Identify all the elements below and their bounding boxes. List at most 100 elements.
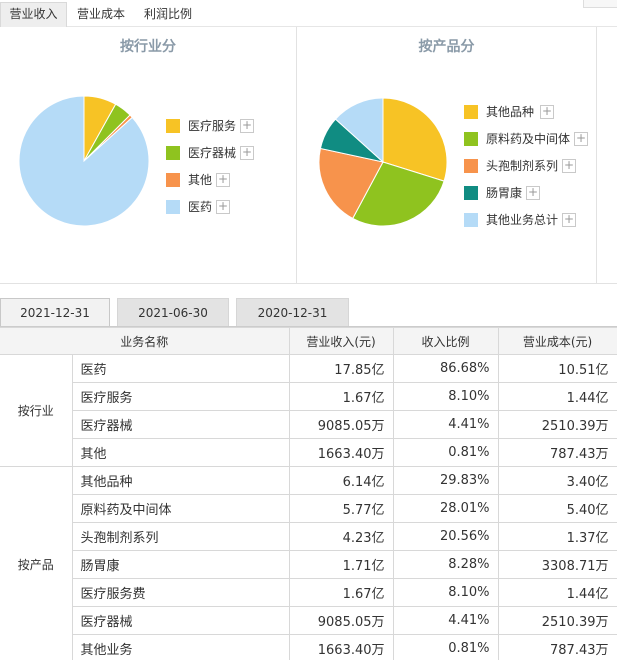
product-pie-chart — [318, 97, 448, 227]
group-label: 按产品 — [0, 466, 73, 660]
legend-item[interactable]: 其他品种 + — [464, 104, 604, 120]
legend-swatch — [464, 213, 478, 227]
legend-item[interactable]: 原料药及中间体 + — [464, 131, 604, 147]
expand-plus-icon[interactable]: + — [240, 118, 254, 133]
cell-business-name: 医疗器械 — [72, 410, 290, 439]
table-row: 按产品 其他品种 6.14亿 29.83% 3.40亿 — [0, 466, 617, 660]
header-business-name: 业务名称 — [0, 327, 290, 355]
table-row: 医疗服务 1.67亿 8.10% 1.44亿 — [0, 382, 617, 411]
business-composition-table: 业务名称 营业收入(元) 收入比例 营业成本(元) 按行业 医药 17.85亿 86.… — [0, 327, 617, 660]
cell-ratio: 8.10% — [392, 578, 499, 607]
cell-cost: 3.40亿 — [497, 466, 617, 495]
cell-business-name: 其他业务 — [72, 634, 290, 660]
expand-plus-icon[interactable]: + — [574, 131, 588, 146]
cell-ratio: 4.41% — [392, 606, 499, 635]
cell-business-name: 医疗服务 — [72, 382, 290, 411]
pie-slice[interactable] — [18, 95, 150, 227]
table-row: 头孢制剂系列 4.23亿 20.56% 1.37亿 — [0, 522, 617, 551]
cell-cost: 1.44亿 — [497, 382, 617, 411]
cell-revenue: 9085.05万 — [288, 410, 394, 439]
cell-cost: 787.43万 — [497, 438, 617, 467]
table-row: 按行业 医药 17.85亿 86.68% 10.51亿 — [0, 354, 617, 467]
cell-business-name: 医疗服务费 — [72, 578, 290, 607]
tab-revenue[interactable]: 营业收入 — [0, 2, 67, 27]
cell-ratio: 29.83% — [392, 466, 499, 495]
table-row: 医疗服务费 1.67亿 8.10% 1.44亿 — [0, 578, 617, 607]
pie-slice[interactable] — [382, 97, 448, 182]
legend-label: 头孢制剂系列 — [486, 159, 559, 173]
industry-chart-panel: 按行业分 医疗服务 + 医疗器械 + 其他 + 医药 + — [0, 27, 297, 283]
cell-revenue: 4.23亿 — [288, 522, 394, 551]
pie-slice[interactable] — [334, 97, 384, 164]
cell-revenue: 1663.40万 — [288, 634, 394, 660]
pie-slice[interactable] — [352, 161, 445, 227]
expand-plus-icon[interactable]: + — [562, 212, 576, 227]
legend-swatch — [464, 159, 478, 173]
date-tab-2021-06-30[interactable]: 2021-06-30 — [117, 298, 229, 326]
expand-plus-icon[interactable]: + — [540, 104, 554, 119]
industry-legend: 医疗服务 + 医疗器械 + 其他 + 医药 + — [166, 118, 286, 238]
cell-business-name: 原料药及中间体 — [72, 494, 290, 523]
date-tab-2021-12-31[interactable]: 2021-12-31 — [0, 298, 110, 326]
cell-cost: 3308.71万 — [497, 550, 617, 579]
tab-profit-ratio[interactable]: 利润比例 — [143, 7, 192, 21]
cell-ratio: 28.01% — [392, 494, 499, 523]
cell-business-name: 医疗器械 — [72, 606, 290, 635]
header-cost: 营业成本(元) — [497, 327, 617, 355]
header-revenue-ratio: 收入比例 — [392, 327, 499, 355]
cell-business-name: 头孢制剂系列 — [72, 522, 290, 551]
expand-plus-icon[interactable]: + — [240, 145, 254, 160]
cell-ratio: 20.56% — [392, 522, 499, 551]
expand-plus-icon[interactable]: + — [216, 172, 230, 187]
legend-label: 其他 — [188, 173, 213, 187]
cell-cost: 5.40亿 — [497, 494, 617, 523]
legend-item[interactable]: 肠胃康 + — [464, 185, 604, 201]
legend-swatch — [166, 200, 180, 214]
report-tabs: 营业收入 营业成本 利润比例 — [0, 0, 617, 27]
cell-business-name: 医药 — [71, 354, 290, 383]
cell-cost: 2510.39万 — [497, 606, 617, 635]
date-tab-2020-12-31[interactable]: 2020-12-31 — [236, 298, 349, 326]
table-row: 肠胃康 1.71亿 8.28% 3308.71万 — [0, 550, 617, 579]
cell-ratio: 4.41% — [392, 410, 499, 439]
cell-cost: 1.44亿 — [497, 578, 617, 607]
corner-decoration — [583, 0, 617, 8]
table-row: 原料药及中间体 5.77亿 28.01% 5.40亿 — [0, 494, 617, 523]
table-row: 其他 1663.40万 0.81% 787.43万 — [0, 438, 617, 467]
group-label: 按行业 — [0, 354, 73, 467]
cell-ratio: 8.28% — [392, 550, 499, 579]
legend-item[interactable]: 其他业务总计 + — [464, 212, 604, 228]
cell-cost: 1.37亿 — [497, 522, 617, 551]
industry-pie-chart — [18, 95, 150, 227]
expand-plus-icon[interactable]: + — [562, 158, 576, 173]
pie-slice[interactable] — [318, 147, 384, 220]
legend-label: 肠胃康 — [486, 186, 523, 200]
table-row: 医疗器械 9085.05万 4.41% 2510.39万 — [0, 410, 617, 439]
legend-item[interactable]: 医疗服务 + — [166, 118, 306, 134]
tab-cost[interactable]: 营业成本 — [76, 7, 125, 21]
panel-divider — [0, 283, 617, 284]
legend-swatch — [464, 186, 478, 200]
date-tabs-baseline — [0, 326, 617, 327]
cell-business-name: 其他品种 — [71, 466, 290, 495]
legend-item[interactable]: 医疗器械 + — [166, 145, 306, 161]
header-revenue: 营业收入(元) — [288, 327, 394, 355]
legend-label: 其他品种 — [486, 105, 535, 119]
expand-plus-icon[interactable]: + — [216, 199, 230, 214]
cell-cost: 2510.39万 — [497, 410, 617, 439]
legend-swatch — [464, 105, 478, 119]
legend-swatch — [166, 173, 180, 187]
cell-revenue: 1663.40万 — [288, 438, 394, 467]
cell-ratio: 86.68% — [392, 354, 499, 383]
expand-plus-icon[interactable]: + — [526, 185, 540, 200]
cell-ratio: 0.81% — [392, 634, 499, 660]
cell-revenue: 9085.05万 — [288, 606, 394, 635]
table-row: 医疗器械 9085.05万 4.41% 2510.39万 — [0, 606, 617, 635]
legend-item[interactable]: 其他 + — [166, 172, 306, 188]
legend-item[interactable]: 头孢制剂系列 + — [464, 158, 604, 174]
cell-ratio: 0.81% — [392, 438, 499, 467]
product-chart-panel: 按产品分 其他品种 + 原料药及中间体 + 头孢制剂系列 + 肠胃康 + 其他业务总计 + — [297, 27, 597, 283]
legend-item[interactable]: 医药 + — [166, 199, 306, 215]
legend-label: 医疗器械 — [188, 146, 237, 160]
cell-revenue: 17.85亿 — [288, 354, 394, 383]
